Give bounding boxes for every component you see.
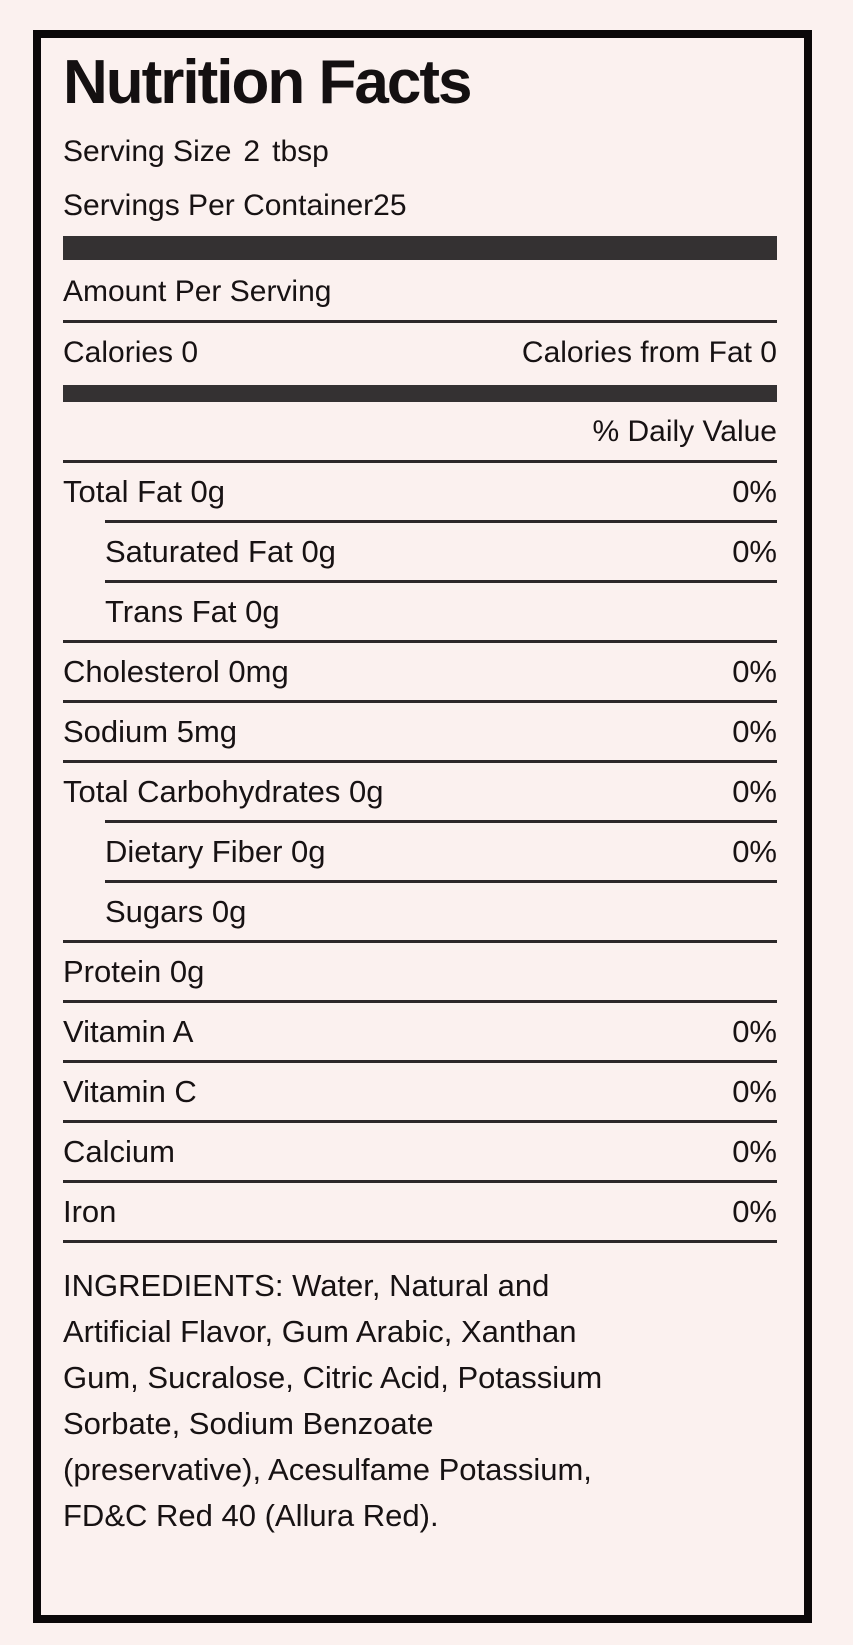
nutrient-row-vitamin-c: Vitamin C 0%	[63, 1063, 777, 1120]
nutrient-value: 0%	[732, 774, 777, 809]
servings-per-container-label: Servings Per Container	[63, 189, 374, 222]
amount-per-serving-heading: Amount Per Serving	[63, 275, 332, 308]
nutrient-row-vitamin-a: Vitamin A 0%	[63, 1003, 777, 1060]
calories-from-fat-label: Calories from Fat 0	[521, 336, 777, 369]
nutrient-label: Vitamin C	[63, 1074, 197, 1109]
nutrient-row-sugars-0g: Sugars 0g	[63, 883, 777, 940]
serving-size-value: 2	[243, 135, 261, 168]
rule-under-protein-0g	[63, 1000, 777, 1003]
nutrient-value: 0%	[732, 534, 777, 569]
calories-label: Calories 0	[63, 336, 199, 369]
daily-value-header: % Daily Value	[592, 415, 777, 448]
rule-under-vitamin-a	[63, 1060, 777, 1063]
rule-under-dietary-fiber-0g	[105, 880, 777, 883]
nutrient-row-trans-fat-0g: Trans Fat 0g	[63, 583, 777, 640]
nutrient-rows: Total Fat 0g 0% Saturated Fat 0g 0% Trans Fa…	[63, 463, 777, 1243]
nutrient-label: Calcium	[63, 1134, 175, 1169]
nutrient-row-iron: Iron 0%	[63, 1183, 777, 1240]
rule-under-trans-fat-0g	[63, 640, 777, 643]
rule-under-iron	[63, 1240, 777, 1243]
nutrient-value: 0%	[732, 1134, 777, 1169]
rule-under-sodium-5mg	[63, 760, 777, 763]
servings-per-container-line: Servings Per Container25	[63, 188, 777, 224]
nutrient-label: Vitamin A	[63, 1014, 194, 1049]
serving-size-label: Serving Size	[63, 135, 232, 168]
rule-under-daily-value	[63, 460, 777, 463]
nutrient-label: Sodium 5mg	[63, 714, 238, 749]
nutrient-row-saturated-fat-0g: Saturated Fat 0g 0%	[63, 523, 777, 580]
nutrient-label: Saturated Fat 0g	[105, 534, 336, 569]
nutrient-row-cholesterol-0mg: Cholesterol 0mg 0%	[63, 643, 777, 700]
nutrient-label: Protein 0g	[63, 954, 205, 989]
nutrient-row-calcium: Calcium 0%	[63, 1123, 777, 1180]
nutrient-value: 0%	[732, 1014, 777, 1049]
nutrient-label: Dietary Fiber 0g	[105, 834, 326, 869]
nutrient-label: Iron	[63, 1194, 117, 1229]
nutrient-row-total-carbohydrates-0g: Total Carbohydrates 0g 0%	[63, 763, 777, 820]
serving-size-unit: tbsp	[272, 135, 329, 168]
nutrient-row-sodium-5mg: Sodium 5mg 0%	[63, 703, 777, 760]
serving-size-line: Serving Size 2 tbsp	[63, 134, 777, 170]
rule-under-total-fat-0g	[105, 520, 777, 523]
nutrient-value: 0%	[732, 654, 777, 689]
nutrient-value: 0%	[732, 834, 777, 869]
separator-bar-thick-mid	[63, 385, 777, 402]
rule-under-calcium	[63, 1180, 777, 1183]
nutrient-row-dietary-fiber-0g: Dietary Fiber 0g 0%	[63, 823, 777, 880]
nutrient-value: 0%	[732, 1074, 777, 1109]
servings-per-container-value: 25	[373, 189, 407, 222]
nutrient-label: Sugars 0g	[105, 894, 247, 929]
nutrient-label: Total Carbohydrates 0g	[63, 774, 384, 809]
nutrient-label: Total Fat 0g	[63, 474, 225, 509]
nutrient-label: Cholesterol 0mg	[63, 654, 289, 689]
nutrient-value: 0%	[732, 474, 777, 509]
nutrient-row-protein-0g: Protein 0g	[63, 943, 777, 1000]
calories-row: Calories 0 Calories from Fat 0	[63, 323, 777, 385]
separator-bar-thick-top	[63, 236, 777, 260]
nutrient-value: 0%	[732, 1194, 777, 1229]
ingredients-paragraph: INGREDIENTS: Water, Natural and Artifici…	[63, 1268, 603, 1533]
rule-under-sugars-0g	[63, 940, 777, 943]
rule-under-saturated-fat-0g	[105, 580, 777, 583]
rule-under-amount-per-serving	[63, 320, 777, 323]
nutrient-value: 0%	[732, 714, 777, 749]
nutrient-row-total-fat-0g: Total Fat 0g 0%	[63, 463, 777, 520]
rule-under-total-carbohydrates-0g	[105, 820, 777, 823]
nutrient-label: Trans Fat 0g	[105, 594, 280, 629]
nutrition-facts-title: Nutrition Facts	[63, 48, 472, 117]
rule-under-vitamin-c	[63, 1120, 777, 1123]
nutrition-facts-label: Nutrition Facts Serving Size 2 tbsp Servin…	[33, 30, 812, 1623]
rule-under-cholesterol-0mg	[63, 700, 777, 703]
